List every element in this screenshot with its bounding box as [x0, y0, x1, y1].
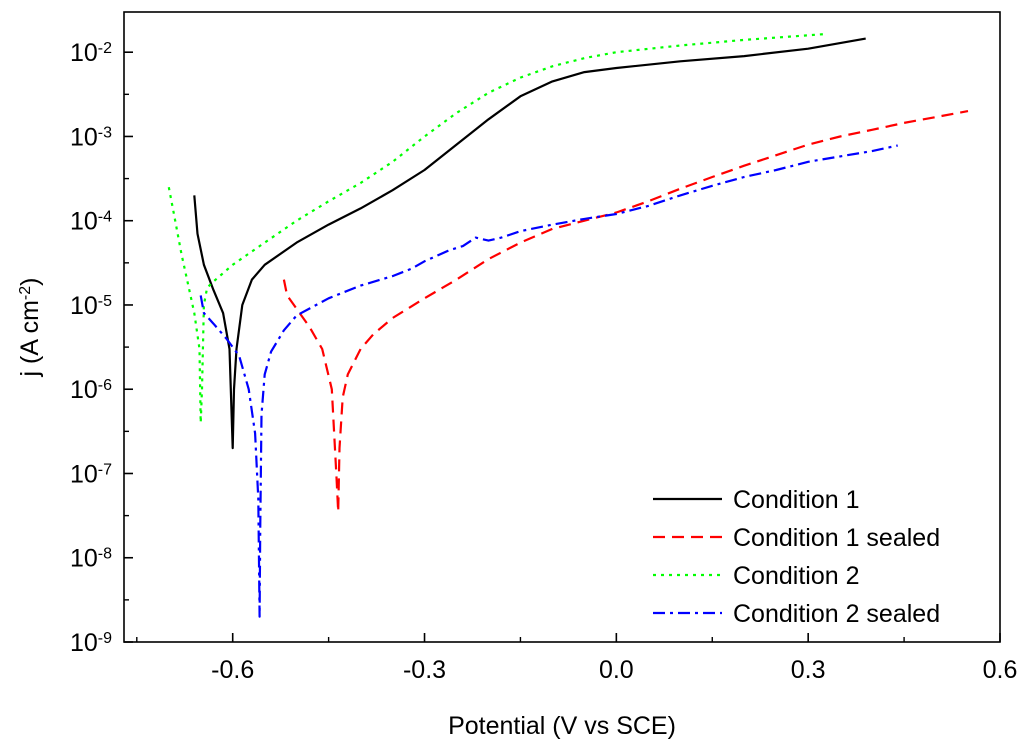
- series-line-2: [282, 110, 969, 513]
- y-axis-title: j (A cm-2): [16, 278, 44, 378]
- x-tick-label: -0.3: [403, 656, 446, 684]
- x-tick-label: 0.3: [791, 656, 826, 684]
- y-tick-label: 10-8: [70, 545, 112, 573]
- x-tick-label: 0.6: [983, 656, 1018, 684]
- legend-label-4: Condition 2 sealed: [733, 600, 940, 628]
- x-tick-label: 0.0: [599, 656, 634, 684]
- axes-layer: -0.6 -0.3 0.0 0.3 0.6 10-2 10-3 10-4 10-5 10-6 10-…: [70, 11, 1018, 684]
- series-line-3: [167, 32, 828, 424]
- x-axis-title: Potential (V vs SCE): [448, 712, 676, 740]
- y-tick-label: 10-7: [70, 460, 112, 488]
- y-axis-title-close: ): [16, 278, 44, 286]
- legend-label-2: Condition 1 sealed: [733, 524, 940, 552]
- legend-label-1: Condition 1: [733, 486, 859, 514]
- x-tick-label: -0.6: [211, 656, 254, 684]
- y-tick-label: 10-5: [70, 292, 112, 320]
- y-tick-label: 10-9: [70, 629, 112, 657]
- y-tick-label: 10-2: [70, 39, 112, 67]
- y-tick-label: 10-6: [70, 376, 112, 404]
- series-layer: [167, 32, 969, 618]
- y-axis-title-main: j (A cm: [16, 300, 44, 377]
- y-tick-label: 10-4: [70, 208, 112, 236]
- y-axis-title-sup: -2: [17, 286, 34, 300]
- plot-frame: [123, 11, 1001, 643]
- series-line-4: [199, 144, 898, 618]
- legend-label-3: Condition 2: [733, 562, 859, 590]
- y-tick-label: 10-3: [70, 123, 112, 151]
- legend: Condition 1 Condition 1 sealed Condition 2…: [653, 486, 940, 628]
- series-line-1: [193, 37, 866, 450]
